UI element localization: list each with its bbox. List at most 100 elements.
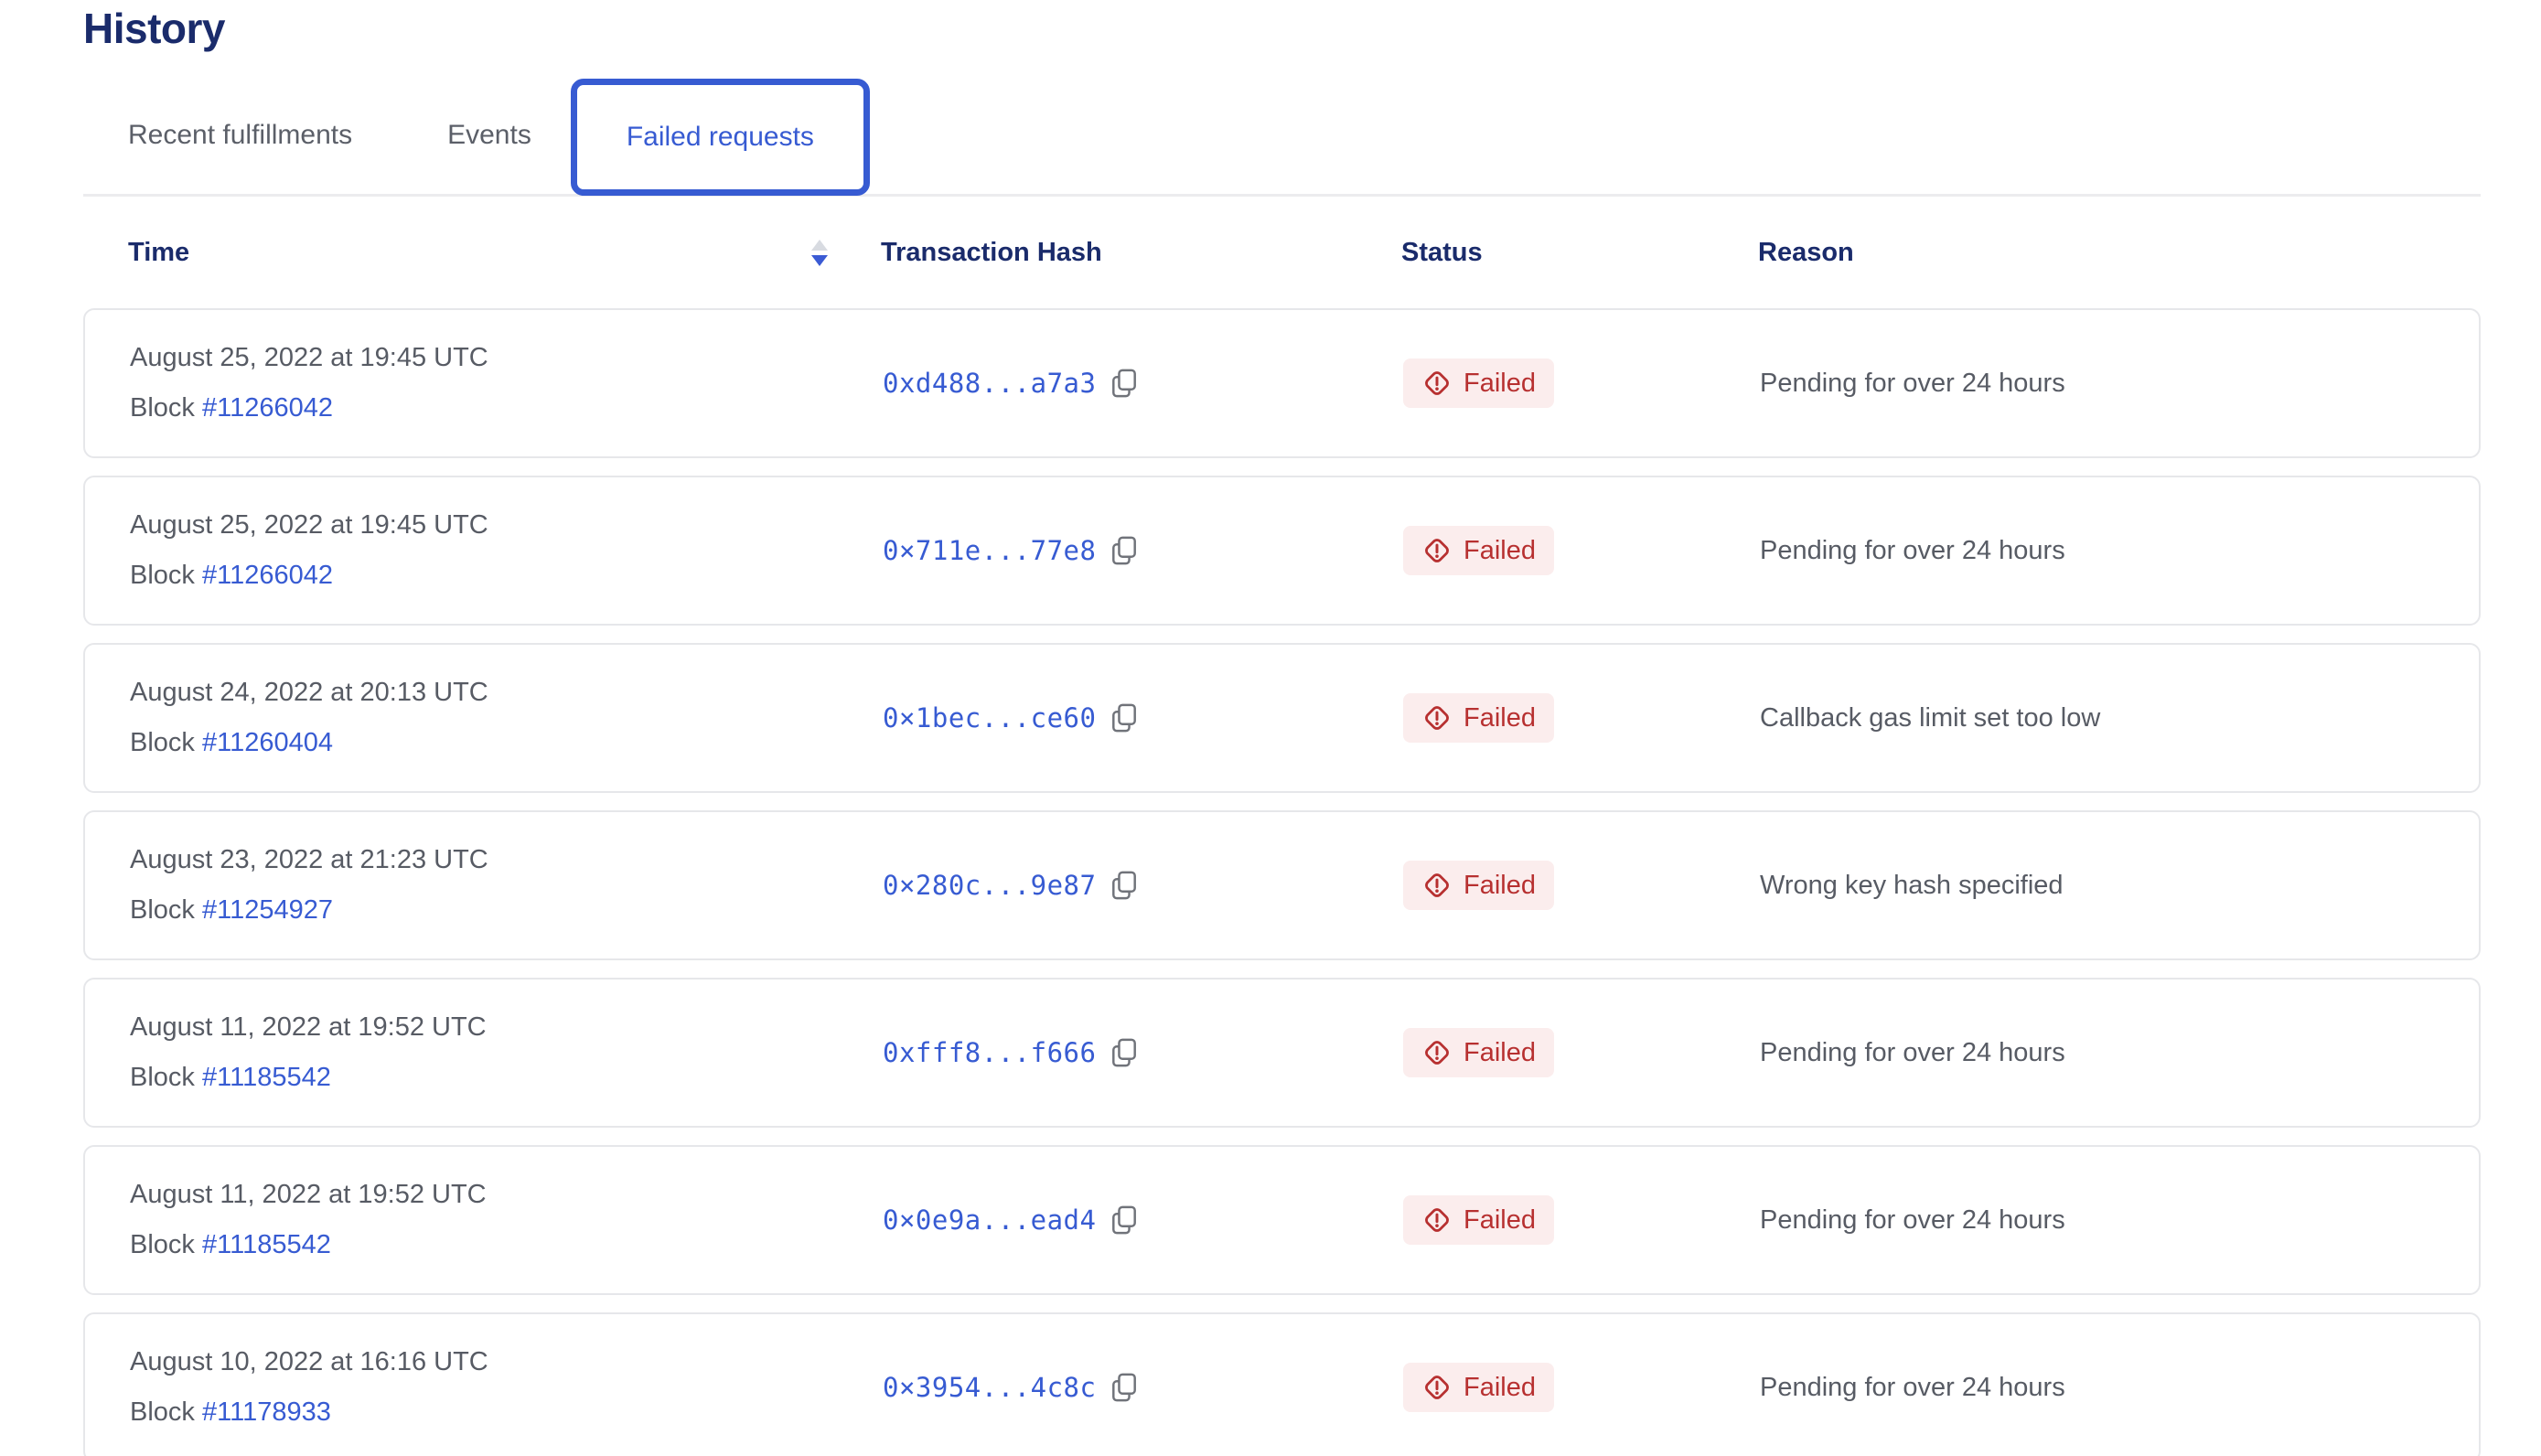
block-label: Block <box>130 895 195 925</box>
status-cell: Failed <box>1403 1363 1760 1412</box>
block-number-link[interactable]: #11266042 <box>201 393 333 423</box>
tab-events[interactable]: Events <box>447 120 531 150</box>
copy-icon[interactable] <box>1110 369 1138 398</box>
transaction-hash-cell: 0×3954...4c8c <box>883 1372 1403 1403</box>
status-badge-label: Failed <box>1463 1372 1536 1402</box>
transaction-hash-link[interactable]: 0×711e...77e8 <box>883 535 1097 566</box>
row-reason: Pending for over 24 hours <box>1760 368 2065 398</box>
block-label: Block <box>130 561 195 590</box>
transaction-hash-link[interactable]: 0×280c...9e87 <box>883 870 1097 901</box>
failed-alert-icon <box>1425 873 1449 897</box>
time-cell: August 25, 2022 at 19:45 UTC Block #1126… <box>130 510 883 591</box>
status-badge: Failed <box>1403 861 1554 910</box>
sort-down-arrow-icon <box>811 254 828 266</box>
time-cell: August 11, 2022 at 19:52 UTC Block #1118… <box>130 1180 883 1260</box>
time-cell: August 11, 2022 at 19:52 UTC Block #1118… <box>130 1012 883 1093</box>
block-number-link[interactable]: #11266042 <box>201 561 333 590</box>
status-cell: Failed <box>1403 1028 1760 1077</box>
status-badge: Failed <box>1403 526 1554 575</box>
page-title: History <box>83 5 225 52</box>
block-label: Block <box>130 1063 195 1092</box>
table-header: Time Transaction Hash Status Reason <box>83 197 2481 308</box>
block-number-link[interactable]: #11185542 <box>201 1230 331 1259</box>
failed-alert-icon <box>1425 706 1449 730</box>
block-label: Block <box>130 393 195 423</box>
failed-alert-icon <box>1425 1041 1449 1065</box>
failed-alert-icon <box>1425 539 1449 562</box>
block-number-link[interactable]: #11254927 <box>201 895 333 925</box>
status-cell: Failed <box>1403 861 1760 910</box>
copy-icon[interactable] <box>1110 1373 1138 1402</box>
time-cell: August 10, 2022 at 16:16 UTC Block #1117… <box>130 1347 883 1428</box>
table-row: August 23, 2022 at 21:23 UTC Block #1125… <box>83 810 2481 960</box>
status-cell: Failed <box>1403 359 1760 408</box>
block-label: Block <box>130 1230 195 1259</box>
status-badge-label: Failed <box>1463 870 1536 900</box>
row-reason: Pending for over 24 hours <box>1760 535 2065 565</box>
column-header-transaction-hash: Transaction Hash <box>881 237 1102 267</box>
row-timestamp: August 24, 2022 at 20:13 UTC <box>130 678 488 707</box>
status-badge: Failed <box>1403 693 1554 743</box>
failed-requests-list: August 25, 2022 at 19:45 UTC Block #1126… <box>83 308 2481 1456</box>
copy-icon[interactable] <box>1110 871 1138 900</box>
block-number-link[interactable]: #11185542 <box>201 1063 331 1092</box>
tab-bar: Recent fulfillments Events Failed reques… <box>83 77 2481 197</box>
column-header-time[interactable]: Time <box>128 238 881 268</box>
sort-indicator-icon[interactable] <box>811 239 828 266</box>
transaction-hash-cell: 0×1bec...ce60 <box>883 702 1403 733</box>
block-label: Block <box>130 728 195 757</box>
transaction-hash-cell: 0xfff8...f666 <box>883 1037 1403 1068</box>
row-timestamp: August 10, 2022 at 16:16 UTC <box>130 1347 488 1376</box>
status-cell: Failed <box>1403 1195 1760 1245</box>
table-row: August 11, 2022 at 19:52 UTC Block #1118… <box>83 1145 2481 1295</box>
transaction-hash-cell: 0×711e...77e8 <box>883 535 1403 566</box>
time-cell: August 25, 2022 at 19:45 UTC Block #1126… <box>130 343 883 423</box>
row-reason: Wrong key hash specified <box>1760 870 2064 900</box>
table-row: August 10, 2022 at 16:16 UTC Block #1117… <box>83 1312 2481 1456</box>
transaction-hash-link[interactable]: 0×3954...4c8c <box>883 1372 1097 1403</box>
failed-alert-icon <box>1425 371 1449 395</box>
transaction-hash-link[interactable]: 0×0e9a...ead4 <box>883 1204 1097 1236</box>
row-timestamp: August 23, 2022 at 21:23 UTC <box>130 845 488 874</box>
failed-alert-icon <box>1425 1208 1449 1232</box>
transaction-hash-cell: 0xd488...a7a3 <box>883 368 1403 399</box>
sort-up-arrow-icon <box>811 239 828 251</box>
block-number-link[interactable]: #11260404 <box>201 728 333 757</box>
status-badge: Failed <box>1403 1028 1554 1077</box>
column-header-reason: Reason <box>1758 237 1854 267</box>
status-badge-label: Failed <box>1463 1037 1536 1067</box>
row-reason: Pending for over 24 hours <box>1760 1037 2065 1067</box>
block-number-link[interactable]: #11178933 <box>201 1397 331 1427</box>
status-badge: Failed <box>1403 1195 1554 1245</box>
copy-icon[interactable] <box>1110 1205 1138 1235</box>
table-row: August 11, 2022 at 19:52 UTC Block #1118… <box>83 978 2481 1128</box>
transaction-hash-link[interactable]: 0xd488...a7a3 <box>883 368 1097 399</box>
tab-recent-fulfillments[interactable]: Recent fulfillments <box>128 120 353 150</box>
row-reason: Callback gas limit set too low <box>1760 702 2101 733</box>
time-cell: August 23, 2022 at 21:23 UTC Block #1125… <box>130 845 883 926</box>
transaction-hash-link[interactable]: 0×1bec...ce60 <box>883 702 1097 733</box>
status-badge: Failed <box>1403 359 1554 408</box>
tab-failed-requests[interactable]: Failed requests <box>570 78 870 196</box>
transaction-hash-cell: 0×0e9a...ead4 <box>883 1204 1403 1236</box>
time-cell: August 24, 2022 at 20:13 UTC Block #1126… <box>130 678 883 758</box>
status-badge-label: Failed <box>1463 702 1536 733</box>
copy-icon[interactable] <box>1110 1038 1138 1067</box>
copy-icon[interactable] <box>1110 536 1138 565</box>
block-label: Block <box>130 1397 195 1427</box>
row-timestamp: August 11, 2022 at 19:52 UTC <box>130 1012 487 1042</box>
row-timestamp: August 25, 2022 at 19:45 UTC <box>130 343 488 372</box>
failed-alert-icon <box>1425 1376 1449 1399</box>
status-badge: Failed <box>1403 1363 1554 1412</box>
status-cell: Failed <box>1403 693 1760 743</box>
copy-icon[interactable] <box>1110 703 1138 733</box>
row-reason: Pending for over 24 hours <box>1760 1372 2065 1402</box>
row-timestamp: August 25, 2022 at 19:45 UTC <box>130 510 488 540</box>
column-header-status: Status <box>1401 237 1483 267</box>
transaction-hash-link[interactable]: 0xfff8...f666 <box>883 1037 1097 1068</box>
table-row: August 24, 2022 at 20:13 UTC Block #1126… <box>83 643 2481 793</box>
row-reason: Pending for over 24 hours <box>1760 1204 2065 1235</box>
transaction-hash-cell: 0×280c...9e87 <box>883 870 1403 901</box>
table-row: August 25, 2022 at 19:45 UTC Block #1126… <box>83 308 2481 458</box>
